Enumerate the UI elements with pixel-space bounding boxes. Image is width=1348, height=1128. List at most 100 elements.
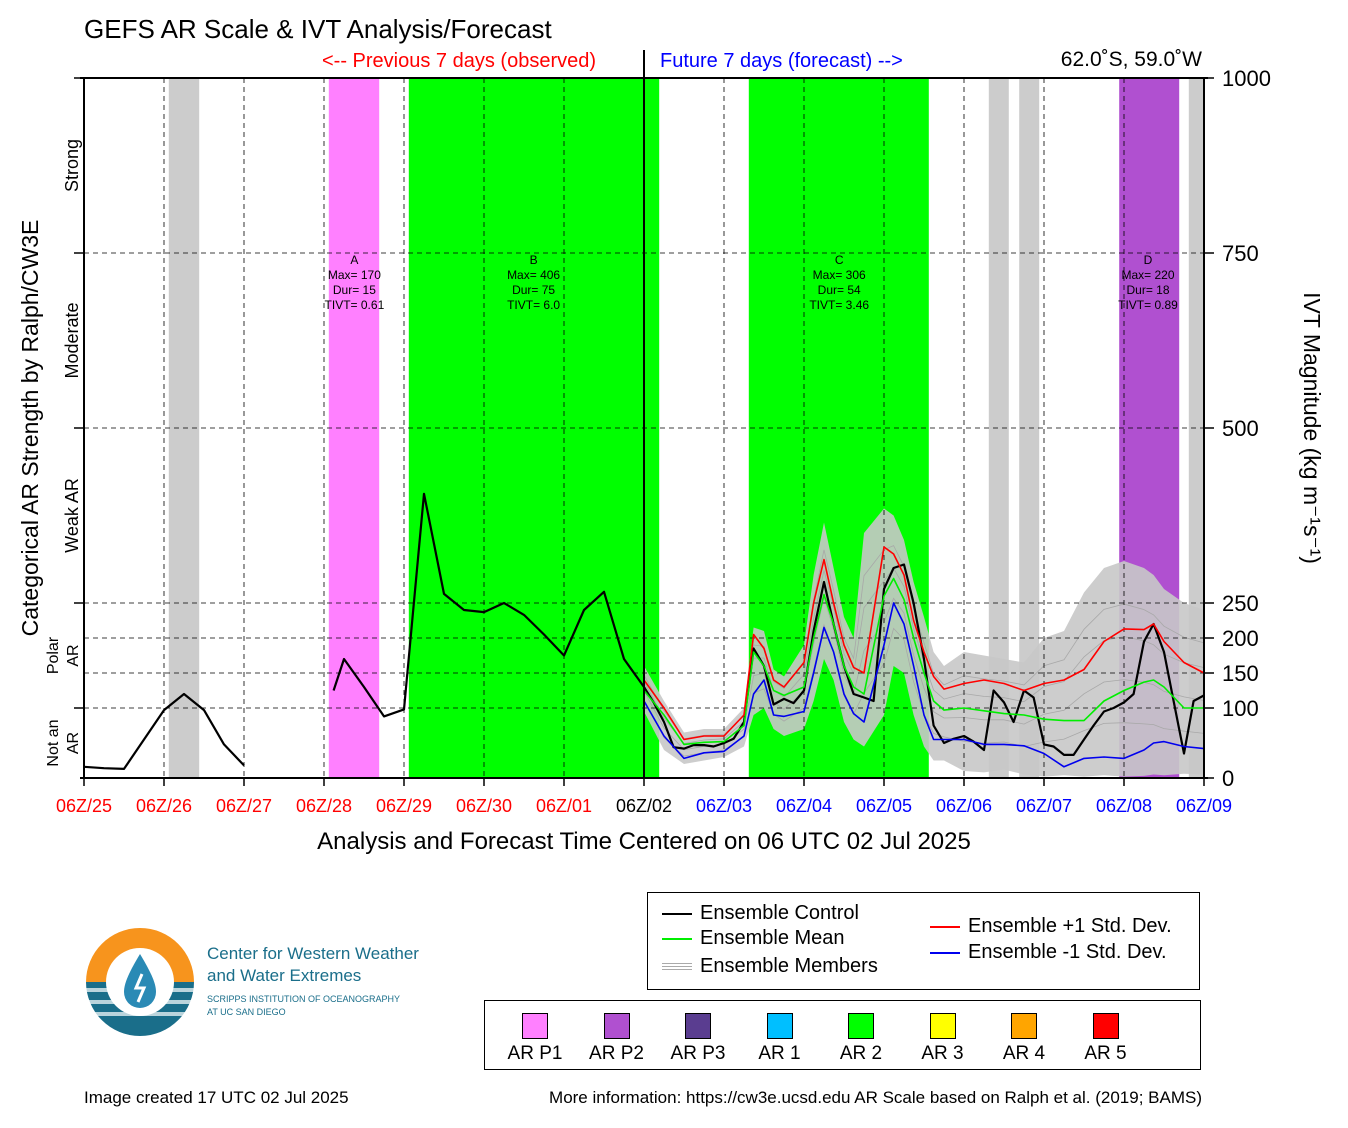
x-tick-label: 06Z/28 <box>296 796 352 816</box>
x-tick-label: 06Z/29 <box>376 796 432 816</box>
location-label: 62.0˚S, 59.0˚W <box>1060 48 1202 71</box>
previous-period-label: <-- Previous 7 days (observed) <box>322 50 597 72</box>
category-label: AR P3 <box>670 1043 726 1064</box>
ar-category-ar-p2: AR P2 <box>577 1013 657 1065</box>
members-swatch <box>662 962 692 971</box>
ar-category-ar-5: AR 5 <box>1066 1013 1146 1065</box>
category-label: AR 4 <box>1002 1043 1046 1064</box>
y-tick-label: 750 <box>1222 241 1259 266</box>
ar-category-ar-3: AR 3 <box>903 1013 983 1065</box>
ar-category-ar-p1: AR P1 <box>495 1013 575 1065</box>
x-tick-label: 06Z/06 <box>936 796 992 816</box>
x-tick-label: 06Z/01 <box>536 796 592 816</box>
ar-category-ar-2: AR 2 <box>821 1013 901 1065</box>
more-info-note: More information: https://cw3e.ucsd.edu … <box>549 1088 1202 1107</box>
y-tick-label: 250 <box>1222 591 1259 616</box>
series-ensemble-1-std-dev <box>643 602 1205 768</box>
y-axis-title-left: Categorical AR Strength by Ralph/CW3E <box>17 220 43 637</box>
legend-minus-std: Ensemble -1 Std. Dev. <box>930 941 1167 964</box>
legend-minus-std-label: Ensemble -1 Std. Dev. <box>968 941 1167 963</box>
category-label: AR 1 <box>758 1043 801 1064</box>
chart-title: GEFS AR Scale & IVT Analysis/Forecast <box>84 14 552 44</box>
category-swatch <box>603 1013 630 1039</box>
category-label: AR 2 <box>839 1043 883 1064</box>
logo-line-2: and Water Extremes <box>207 966 361 985</box>
category-label: Moderate <box>62 302 82 378</box>
ar-event-label: Max= 406 <box>507 268 560 282</box>
ar-event-label: TIVT= 0.89 <box>1118 298 1178 312</box>
series-ensemble-1-std-dev <box>643 546 1205 741</box>
ar-event-label: Max= 306 <box>813 268 866 282</box>
ar-event-label: TIVT= 0.61 <box>325 298 385 312</box>
ensemble-member-line <box>643 596 1205 751</box>
ar-category-ar-4: AR 4 <box>984 1013 1064 1065</box>
ar-event-label: TIVT= 6.0 <box>507 298 560 312</box>
category-label: AR P2 <box>589 1043 644 1064</box>
logo-line-4: AT UC SAN DIEGO <box>207 1007 286 1017</box>
category-label: AR <box>65 644 82 666</box>
x-tick-label: 06Z/27 <box>216 796 272 816</box>
x-tick-label: 06Z/25 <box>56 796 112 816</box>
category-swatch <box>766 1013 793 1039</box>
category-swatch <box>685 1013 711 1039</box>
ar-event-label: Dur= 15 <box>333 283 376 297</box>
y-tick-label: 200 <box>1222 626 1259 651</box>
x-axis-title: Analysis and Forecast Time Centered on 0… <box>317 828 971 855</box>
category-swatch <box>1092 1013 1119 1039</box>
legend-plus-std: Ensemble +1 Std. Dev. <box>930 915 1172 938</box>
future-period-label: Future 7 days (forecast) --> <box>660 50 903 72</box>
category-label: AR P1 <box>507 1043 563 1064</box>
ensemble-member-line <box>643 567 1205 744</box>
ar-event-label: TIVT= 3.46 <box>809 298 869 312</box>
y-tick-label: 150 <box>1222 661 1259 686</box>
x-tick-label: 06Z/04 <box>776 796 832 816</box>
category-swatch <box>522 1013 548 1039</box>
ar-category-legend: AR P1 AR P2 AR P3 AR 1 AR 2 AR 3 AR 4 AR 5 <box>484 1000 1201 1070</box>
legend-members: Ensemble Members <box>662 955 878 978</box>
category-label: Weak AR <box>62 478 82 553</box>
ar-event-label: C <box>835 253 844 267</box>
legend-members-label: Ensemble Members <box>700 955 878 977</box>
y-tick-label: 100 <box>1222 696 1259 721</box>
series-legend: Ensemble Control Ensemble Mean Ensemble … <box>647 892 1200 990</box>
category-label: Strong <box>62 139 82 192</box>
ar-category-ar-p3: AR P3 <box>658 1013 738 1065</box>
ar-event-label: Dur= 54 <box>818 283 861 297</box>
legend-control: Ensemble Control <box>662 902 859 925</box>
x-tick-label: 06Z/26 <box>136 796 192 816</box>
category-label: AR <box>65 732 82 754</box>
mean-swatch <box>662 937 692 940</box>
ar-event-label: D <box>1144 253 1153 267</box>
minus-std-swatch <box>930 951 960 954</box>
control-swatch <box>662 912 692 915</box>
ensemble-member-line <box>643 545 1205 740</box>
x-tick-label: 06Z/02 <box>616 796 672 816</box>
category-swatch <box>929 1013 956 1039</box>
category-label: AR 3 <box>921 1043 964 1064</box>
x-tick-label: 06Z/05 <box>856 796 912 816</box>
legend-mean: Ensemble Mean <box>662 927 845 950</box>
x-tick-label: 06Z/09 <box>1176 796 1232 816</box>
ar-event-label: B <box>530 253 538 267</box>
plus-std-swatch <box>930 925 960 928</box>
category-swatch <box>848 1013 874 1039</box>
x-tick-label: 06Z/07 <box>1016 796 1072 816</box>
ar-event-label: Max= 220 <box>1121 268 1174 282</box>
ar-event-label: Dur= 75 <box>512 283 555 297</box>
series-ensemble-mean <box>643 577 1204 746</box>
logo-line-3: SCRIPPS INSTITUTION OF OCEANOGRAPHY <box>207 994 400 1004</box>
category-label: Not an <box>45 719 62 766</box>
ar-category-ar-1: AR 1 <box>740 1013 820 1065</box>
legend-plus-std-label: Ensemble +1 Std. Dev. <box>968 915 1172 937</box>
y-axis-title-right: IVT Magnitude (kg m⁻¹s⁻¹) <box>1299 292 1325 564</box>
ar-event-label: Dur= 18 <box>1126 283 1169 297</box>
ar-event-label: Max= 170 <box>328 268 381 282</box>
series-ensemble-control <box>83 692 245 771</box>
image-created-note: Image created 17 UTC 02 Jul 2025 <box>84 1088 349 1107</box>
legend-mean-label: Ensemble Mean <box>700 927 845 949</box>
legend-control-label: Ensemble Control <box>700 902 859 924</box>
y-tick-label: 1000 <box>1222 66 1271 91</box>
y-tick-label: 0 <box>1222 766 1234 791</box>
logo-line-1: Center for Western Weather <box>207 944 419 963</box>
